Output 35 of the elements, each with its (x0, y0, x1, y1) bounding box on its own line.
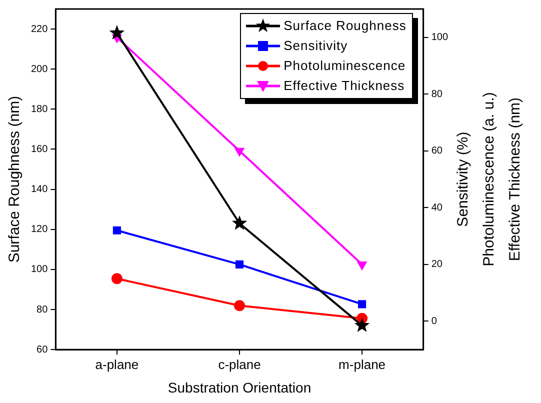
point (358, 300, 366, 308)
y2-tick-label: 20 (431, 259, 443, 270)
x-tick-label: m-plane (338, 356, 386, 372)
y2-tick-label: 40 (431, 202, 443, 214)
legend-label: Sensitivity (284, 37, 348, 55)
y-tick-label: 120 (30, 224, 48, 236)
legend-label: Effective Thickness (284, 77, 405, 95)
x-axis-title: Substration Orientation (168, 379, 312, 396)
y2-tick-label: 80 (431, 88, 443, 100)
point (234, 300, 245, 312)
y-tick-label: 140 (30, 184, 48, 196)
x-tick-label: a-plane (95, 356, 139, 372)
y-tick-label: 80 (36, 304, 48, 316)
y-tick-label: 220 (30, 24, 48, 35)
point (111, 273, 122, 284)
y2-axis-title: Sensitivity (%) Photoluminescence (a. u.) Effective Thickness (nm) (454, 92, 524, 266)
y-tick-label: 180 (30, 104, 48, 115)
legend-label: Photoluminescence (284, 57, 406, 75)
y2-tick-label: 100 (431, 32, 448, 44)
x-tick-label: c-plane (218, 356, 261, 372)
point (357, 261, 367, 270)
point (109, 25, 125, 40)
y-tick-label: 200 (30, 64, 48, 75)
y2-tick-label: 0 (431, 316, 438, 327)
y-tick-label: 160 (30, 144, 48, 155)
point (232, 215, 248, 230)
y-tick-label: 100 (30, 264, 48, 276)
y-tick-label: 60 (36, 344, 48, 356)
point (112, 226, 121, 234)
y2-tick-label: 60 (431, 146, 443, 157)
legend-label: Surface Roughness (284, 17, 406, 35)
point (235, 260, 244, 268)
point (354, 318, 370, 332)
y-axis-title: Surface Roughness (nm) (6, 96, 24, 263)
point (234, 148, 244, 156)
